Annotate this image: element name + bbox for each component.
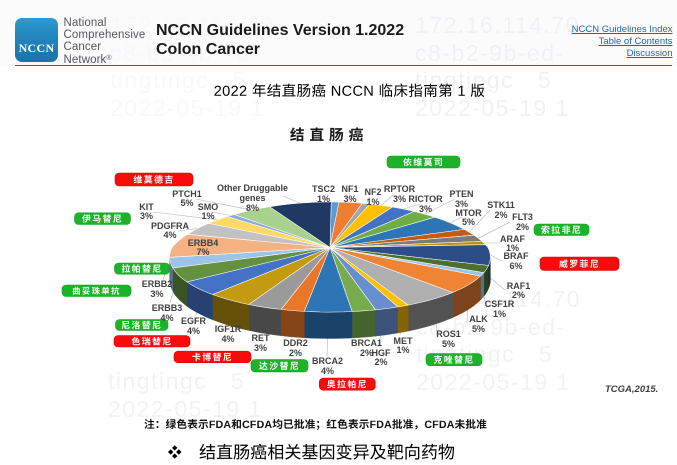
svg-text:TCGA,2015.: TCGA,2015. bbox=[605, 384, 658, 395]
